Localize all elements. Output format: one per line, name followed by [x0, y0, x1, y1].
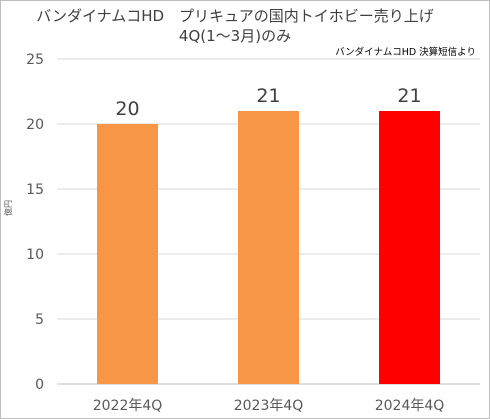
chart-title: バンダイナムコHD プリキュアの国内トイホビー売り上げ [36, 7, 434, 25]
x-tick-label: 2022年4Q [93, 398, 163, 414]
y-tick-label: 5 [35, 312, 44, 328]
x-tick-label: 2024年4Q [375, 398, 445, 414]
y-tick-label: 20 [26, 117, 44, 133]
x-tick-label: 2023年4Q [234, 398, 304, 414]
source-note: バンダイナムコHD 決算短信より [335, 47, 476, 58]
y-tick-label: 25 [26, 52, 44, 68]
bar [97, 124, 158, 384]
bar [238, 111, 299, 384]
bar [379, 111, 440, 384]
y-tick-label: 15 [26, 182, 44, 198]
data-label: 20 [115, 98, 139, 120]
y-tick-label: 10 [26, 247, 44, 263]
chart-subtitle: 4Q(1～3月)のみ [178, 27, 292, 45]
data-label: 21 [397, 85, 421, 107]
data-label: 21 [256, 85, 280, 107]
y-tick-label: 0 [35, 377, 44, 393]
